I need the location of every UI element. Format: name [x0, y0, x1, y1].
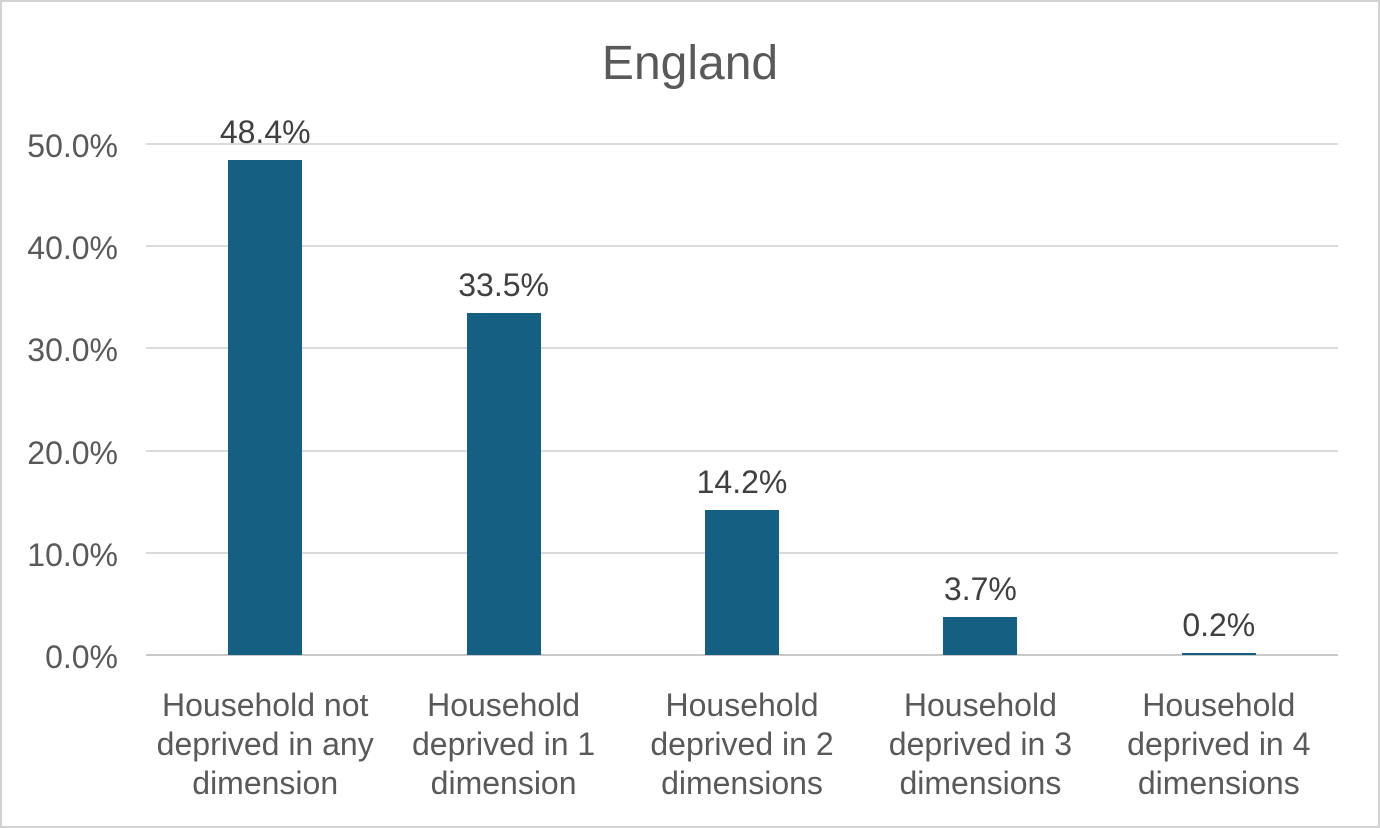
gridline — [146, 245, 1338, 248]
x-axis-category-label: Household deprived in 1 dimension — [411, 687, 596, 801]
plot-area: 48.4% 33.5% 14.2% 3.7% 0.2% — [146, 114, 1338, 656]
x-axis-category-label: Household deprived in 2 dimensions — [650, 687, 834, 801]
gridline — [146, 143, 1338, 145]
gridline — [146, 347, 1338, 350]
bar-data-label: 48.4% — [219, 114, 311, 151]
x-axis-line — [146, 654, 1338, 656]
bar — [943, 617, 1018, 655]
bar — [1181, 652, 1256, 655]
bar-data-label: 33.5% — [458, 266, 549, 303]
y-axis-tick-label: 40.0% — [27, 230, 118, 267]
chart-title: England — [601, 37, 779, 90]
y-axis-tick-label: 20.0% — [27, 434, 118, 471]
bar — [466, 312, 541, 655]
bar-data-label: 3.7% — [943, 571, 1017, 608]
gridline — [146, 449, 1338, 452]
y-axis-tick-label: 50.0% — [27, 128, 118, 164]
y-axis-tick-label: 0.0% — [45, 639, 118, 675]
y-axis-tick-label: 10.0% — [27, 536, 118, 573]
bar — [228, 160, 303, 655]
y-axis-tick-label: 30.0% — [27, 332, 118, 369]
bar-data-label: 14.2% — [696, 463, 788, 500]
x-axis-category-label: Household deprived in 3 dimensions — [888, 687, 1072, 801]
x-axis-category-label: Household not deprived in any dimension — [156, 687, 374, 801]
x-axis-category-label: Household deprived in 4 dimensions — [1127, 687, 1311, 801]
bar — [705, 509, 779, 655]
bar-data-label: 0.2% — [1182, 606, 1256, 643]
